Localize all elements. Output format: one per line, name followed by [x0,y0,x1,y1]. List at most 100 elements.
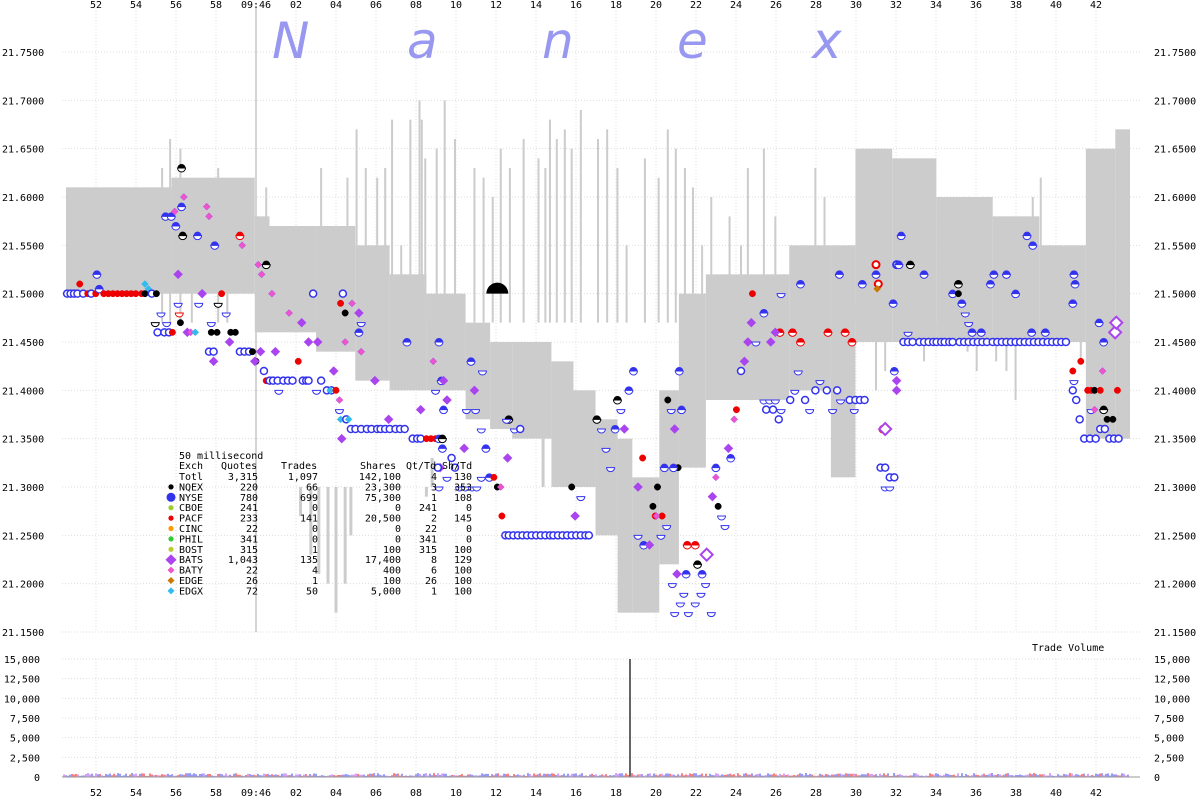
marker-nyse [790,389,800,395]
marker-baty [179,193,188,201]
marker-bats [739,356,750,367]
marker-baty [711,473,720,482]
marker-nqex [213,302,223,308]
marker-nyse [194,302,204,308]
marker-nyse [450,463,460,472]
marker-baty [254,260,263,269]
marker-nyse [736,366,746,376]
price-tick-label-left: 21.6500 [2,145,44,156]
marker-nyse [670,612,680,618]
marker-pacf [823,331,833,337]
stats-cell: 353 [454,482,472,493]
marker-nyse [805,409,815,415]
marker-nyse [800,395,810,405]
marker-pacf [235,231,244,236]
marker-nyse [796,283,806,289]
marker-nyse [890,473,899,482]
marker-nqex [207,328,215,336]
marker-bats [699,547,715,563]
spread-band [1085,148,1116,439]
stats-cell: 17,400 [365,555,401,566]
marker-nyse [768,405,778,414]
price-tick-label-left: 21.2000 [2,580,44,591]
stats-cell: 6 [431,566,437,577]
volume-tick-label-left: 2,500 [10,753,40,764]
marker-nyse [628,370,638,376]
marker-edgx [344,415,353,424]
marker-bats [354,308,364,318]
marker-edge [873,284,882,293]
marker-nyse [679,592,689,598]
x-tick-label-top: 34 [930,0,942,11]
marker-nyse [171,225,181,231]
marker-bats [415,404,426,415]
stats-cell: BOST [179,545,203,556]
marker-nyse [1068,386,1078,395]
marker-nyse [477,370,487,376]
x-tick-label-bottom: 14 [530,788,542,799]
x-tick-label-bottom: 54 [130,788,142,799]
marker-nyse [989,270,998,275]
price-tick-label-right: 21.6000 [1154,193,1196,204]
marker-nqex [178,235,188,241]
price-tick-label-right: 21.7500 [1154,48,1196,59]
marker-nyse [476,428,486,434]
spread-band [659,390,679,565]
marker-nyse [606,467,616,473]
marker-baty [257,270,266,279]
marker-pacf [871,260,881,270]
marker-nyse [92,273,102,279]
marker-baty [730,415,738,424]
watermark-letter: e [677,12,708,70]
stats-cell: 699 [300,493,318,504]
marker-pacf [76,280,84,288]
marker-baty [285,309,293,317]
stats-cell: 3 [431,482,437,493]
marker-baty [652,512,661,520]
marker-nqex [141,290,149,298]
stats-cell: 315 [419,545,437,556]
marker-nyse [674,370,684,376]
marker-pacf [732,406,740,414]
marker-nyse [894,260,903,265]
marker-nyse [438,444,447,449]
marker-nyse [481,447,491,453]
x-tick-label-top: 06 [370,0,382,11]
x-tick-label-top: 54 [130,0,142,11]
stats-cell: 26 [246,576,258,587]
marker-nqex [613,396,622,400]
marker-nyse [193,231,202,236]
marker-nyse [515,424,525,434]
stats-cell: 1 [312,576,318,587]
marker-nyse [611,425,620,429]
marker-nyse [659,467,669,473]
marker-nyse [986,280,995,284]
marker-nyse [967,331,977,337]
marker-nyse [177,202,186,207]
marker-nqex [231,328,239,336]
marker-nyse [1011,293,1021,299]
x-tick-label-bottom: 38 [1010,788,1022,799]
marker-nyse [334,409,344,415]
marker-nyse [836,399,846,405]
marker-nyse [675,367,684,371]
marker-pacf [796,338,805,342]
x-tick-label-bottom: 52 [90,788,102,799]
marker-pacf [1077,357,1085,365]
x-tick-label-bottom: 02 [290,788,302,799]
spread-band [855,148,893,342]
marker-nyse [968,328,977,333]
stats-cell: 0 [312,503,318,514]
marker-nyse [447,453,456,463]
x-tick-label-bottom: 32 [890,788,902,799]
volume-tick-label-left: 7,500 [10,714,40,725]
x-tick-label-bottom: 42 [1090,788,1102,799]
marker-bats [312,337,323,347]
marker-nqex [592,415,601,420]
marker-nyse [880,463,890,472]
marker-nqex [1091,386,1098,394]
price-tick-label-left: 21.7000 [2,96,44,107]
marker-nyse [1028,241,1037,246]
